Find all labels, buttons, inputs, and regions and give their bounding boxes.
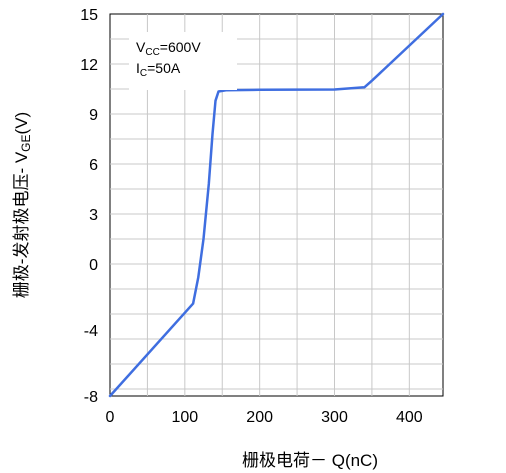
y-tick-label: 9	[89, 107, 98, 124]
y-tick-label: 12	[80, 57, 98, 74]
y-tick-label: 15	[80, 7, 98, 24]
x-tick-labels: 0 100 200 300 400	[106, 409, 423, 426]
x-tick-label: 200	[246, 409, 273, 426]
annotation-box	[129, 32, 237, 90]
y-tick-label: 3	[89, 207, 98, 224]
x-tick-label: 100	[171, 409, 198, 426]
y-tick-labels: 15 12 9 6 3 0 -4 -8	[80, 7, 98, 406]
y-tick-label: 6	[89, 157, 98, 174]
y-tick-label: -8	[84, 389, 98, 406]
ic-annotation: IC=50A	[136, 60, 181, 79]
y-tick-label: 0	[89, 257, 98, 274]
series-line	[108, 12, 445, 398]
x-tick-label: 400	[396, 409, 423, 426]
y-tick-label: -4	[84, 323, 98, 340]
x-tick-label: 0	[106, 409, 115, 426]
vcc-annotation: VCC=600V	[136, 39, 201, 58]
x-axis-title: 栅极电荷－ Q(nC)	[242, 451, 378, 470]
x-tick-label: 300	[321, 409, 348, 426]
y-axis-title: 栅极-发射极电压- VGE(V)	[12, 112, 33, 298]
